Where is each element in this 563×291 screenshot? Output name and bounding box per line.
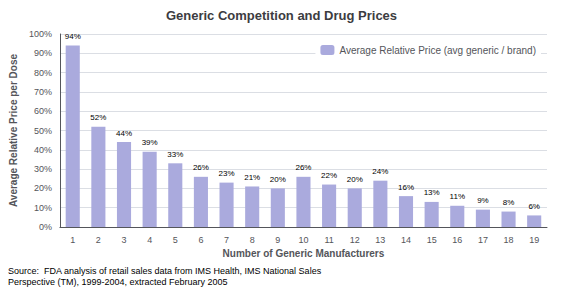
svg-text:33%: 33%: [167, 150, 183, 159]
svg-text:10: 10: [298, 235, 308, 245]
svg-text:26%: 26%: [193, 163, 209, 172]
svg-text:Average Relative Price per Dos: Average Relative Price per Dose: [8, 54, 19, 207]
svg-text:10%: 10%: [34, 203, 52, 213]
svg-text:94%: 94%: [65, 32, 81, 41]
svg-text:19: 19: [529, 235, 539, 245]
svg-text:15: 15: [427, 235, 437, 245]
svg-text:18: 18: [504, 235, 514, 245]
svg-text:20%: 20%: [270, 175, 286, 184]
svg-text:4: 4: [147, 235, 152, 245]
svg-text:Source: FDA analysis of retai: Source: FDA analysis of retail sales dat…: [8, 266, 322, 276]
svg-text:40%: 40%: [34, 145, 52, 155]
svg-text:24%: 24%: [372, 167, 388, 176]
svg-text:2: 2: [96, 235, 101, 245]
svg-text:6: 6: [198, 235, 203, 245]
svg-text:11: 11: [324, 235, 333, 245]
svg-text:8: 8: [250, 235, 255, 245]
svg-text:70%: 70%: [34, 87, 52, 97]
svg-text:80%: 80%: [34, 68, 52, 78]
svg-text:0%: 0%: [39, 222, 52, 232]
svg-text:13: 13: [375, 235, 385, 245]
svg-text:16: 16: [452, 235, 462, 245]
svg-text:21%: 21%: [244, 173, 260, 182]
svg-text:39%: 39%: [142, 138, 158, 147]
svg-text:52%: 52%: [90, 113, 106, 122]
svg-text:6%: 6%: [528, 202, 540, 211]
svg-text:8%: 8%: [503, 198, 515, 207]
svg-text:23%: 23%: [219, 169, 235, 178]
svg-text:Number of Generic Manufacturer: Number of Generic Manufacturers: [223, 248, 385, 259]
svg-text:17: 17: [478, 235, 488, 245]
svg-text:13%: 13%: [424, 188, 440, 197]
svg-text:14: 14: [401, 235, 411, 245]
svg-text:12: 12: [350, 235, 360, 245]
svg-text:3: 3: [122, 235, 127, 245]
svg-text:1: 1: [70, 235, 75, 245]
svg-text:20%: 20%: [347, 175, 363, 184]
svg-text:Perspective (TM), 1999-2004, e: Perspective (TM), 1999-2004, extracted F…: [8, 277, 228, 287]
svg-text:Average Relative Price (avg ge: Average Relative Price (avg generic / br…: [339, 45, 536, 56]
svg-text:5: 5: [173, 235, 178, 245]
svg-text:22%: 22%: [321, 171, 337, 180]
svg-text:50%: 50%: [34, 126, 52, 136]
svg-text:26%: 26%: [295, 163, 311, 172]
svg-text:9: 9: [275, 235, 280, 245]
svg-text:11%: 11%: [450, 192, 465, 201]
svg-text:16%: 16%: [398, 183, 414, 192]
svg-text:90%: 90%: [34, 48, 52, 58]
svg-text:100%: 100%: [29, 29, 52, 39]
svg-text:9%: 9%: [477, 196, 489, 205]
svg-text:60%: 60%: [34, 106, 52, 116]
svg-text:20%: 20%: [34, 183, 52, 193]
svg-text:44%: 44%: [116, 129, 132, 138]
svg-text:Generic Competition and Drug P: Generic Competition and Drug Prices: [166, 8, 397, 23]
svg-text:30%: 30%: [34, 164, 52, 174]
svg-text:7: 7: [224, 235, 229, 245]
